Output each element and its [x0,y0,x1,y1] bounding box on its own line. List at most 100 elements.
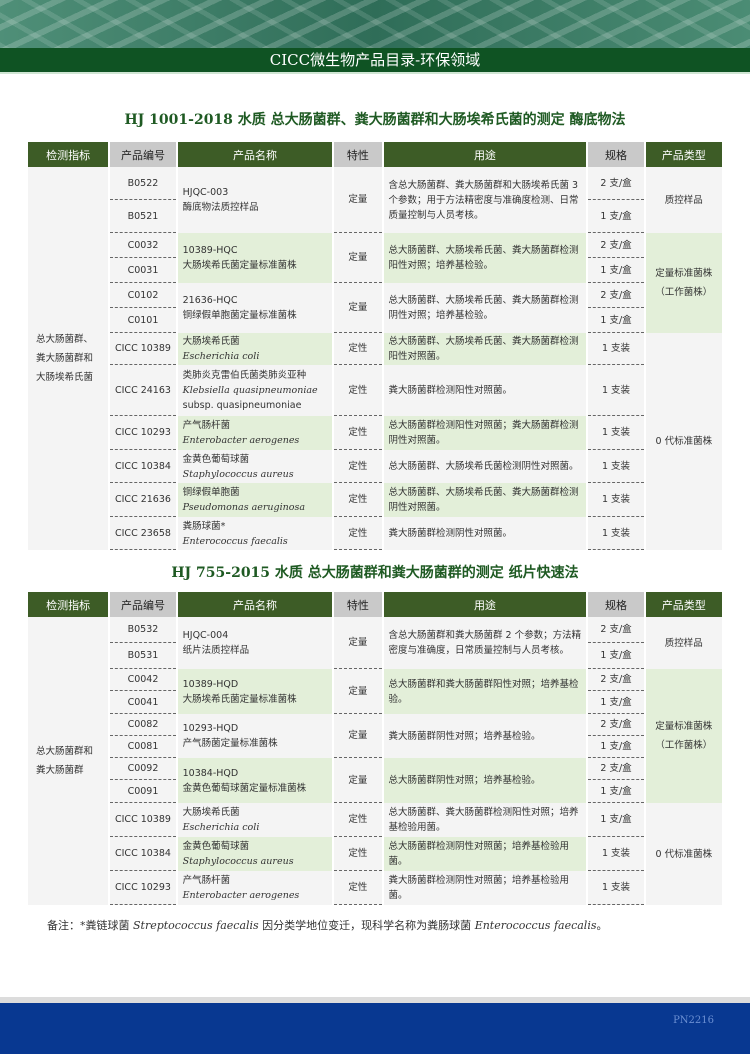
product-name-line: HJQC-003 [182,187,229,198]
footnote: 备注：*粪链球菌 Streptococcus faecalis 因分类学地位变迁… [47,917,607,933]
product-code: B0522 [110,167,176,200]
characteristic: 定量 [334,714,382,758]
spec: 1 支/盒 [588,200,644,233]
latin-name: Enterococcus faecalis [182,535,288,547]
product-name: 10389-HQC 大肠埃希氏菌定量标准菌株 [177,233,333,283]
table-row: CICC 23658 粪肠球菌* Enterococcus faecalis 定性 粪大… [28,517,722,550]
usage: 总大肠菌群、大肠埃希氏菌、粪大肠菌群检测阴性对照；培养基检验。 [383,283,587,333]
spec: 1 支/盒 [588,736,644,758]
latin-name: Klebsiella quasipneumoniae [182,385,318,396]
product-code: C0082 [110,714,176,736]
characteristic: 定性 [334,365,382,416]
page-title: CICC微生物产品目录-环保领域 [0,48,750,74]
latin-name: subsp. quasipneumoniae [182,400,302,411]
product-name-line: 产气肠杆菌 [182,875,231,886]
characteristic: 定性 [334,450,382,483]
product-type: 定量标准菌株（工作菌株） [645,233,722,333]
product-name: 产气肠杆菌 Enterobacter aerogenes [177,871,333,905]
product-name-line: 10389-HQD [182,678,239,690]
product-type: 质控样品 [645,167,722,233]
product-code: C0031 [110,258,176,283]
usage: 总大肠菌群、大肠埃希氏菌、粪大肠菌群检测阳性对照；培养基检验。 [383,233,587,283]
product-name-line: 粪肠球菌* [182,520,226,532]
spec: 1 支装 [588,483,644,517]
product-code: B0532 [110,617,176,643]
product-code: CICC 23658 [110,517,176,550]
table-row: CICC 10389 大肠埃希氏菌 Escherichia coli 定性 总大肠菌群、… [28,803,722,905]
product-name: 10293-HQD 产气肠菌定量标准菌株 [177,714,333,758]
product-code: CICC 21636 [110,483,176,517]
table-header-row: 检测指标 产品编号 产品名称 特性 用途 规格 产品类型 [28,592,722,617]
column-header: 规格 [588,142,644,167]
product-name: 10384-HQD 金黄色葡萄球菌定量标准菌株 [177,758,333,803]
column-header: 检测指标 [28,592,109,617]
product-name-line: 酶底物法质控样品 [182,202,259,213]
product-name-line: 大肠埃希氏菌定量标准菌株 [182,693,297,705]
column-header: 产品编号 [110,592,176,617]
product-code: CICC 10293 [110,416,176,450]
product-name-line: 大肠埃希氏菌 [182,807,240,818]
column-header: 产品名称 [177,592,333,617]
note-latin: Streptococcus faecalis [133,919,259,932]
table-row: C0092 10384-HQD 金黄色葡萄球菌定量标准菌株 定量 总大肠菌群阴性对照；培… [28,758,722,803]
product-code: C0091 [110,780,176,803]
product-name-line: 大肠埃希氏菌 [182,336,240,347]
spec: 1 支/盒 [588,258,644,283]
section-title-1: HJ 1001-2018 水质 总大肠菌群、粪大肠菌群和大肠埃希氏菌的测定 酶底… [124,112,626,128]
table-row: C0042 10389-HQD 大肠埃希氏菌定量标准菌株 定量 总大肠菌群和粪大肠菌群阳… [28,669,722,803]
table-row: C0082 10293-HQD 产气肠菌定量标准菌株 定量 粪大肠菌群阴性对照；培养基检… [28,714,722,758]
spec: 1 支/盒 [588,308,644,333]
product-code: C0092 [110,758,176,780]
spec: 2 支/盒 [588,758,644,780]
spec: 1 支/盒 [588,691,644,714]
table-row: C0031 1 支/盒 [28,258,722,283]
characteristic: 定性 [334,483,382,517]
characteristic: 定性 [334,416,382,450]
product-name: 产气肠杆菌 Enterobacter aerogenes [177,416,333,450]
spec: 1 支装 [588,837,644,871]
product-name: 21636-HQC 铜绿假单胞菌定量标准菌株 [177,283,333,333]
spec: 2 支/盒 [588,714,644,736]
usage: 总大肠菌群和粪大肠菌群阳性对照；培养基检验。 [383,669,587,714]
product-table-1: 检测指标 产品编号 产品名称 特性 用途 规格 产品类型 总大肠菌群、粪大肠菌群和大肠埃希氏菌… [26,142,724,550]
product-code: C0081 [110,736,176,758]
table-row: CICC 24163 类肺炎克雷伯氏菌类肺炎亚种 Klebsiella quasip… [28,365,722,416]
note-text: 因分类学地位变迁，现科学名称为粪肠球菌 [258,919,475,932]
product-name-line: 产气肠菌定量标准菌株 [182,738,278,749]
column-header: 产品编号 [110,142,176,167]
product-name: 金黄色葡萄球菌 Staphylococcus aureus [177,450,333,483]
product-name: 大肠埃希氏菌 Escherichia coli [177,803,333,837]
product-name: HJQC-004 纸片法质控样品 [177,617,333,669]
spec: 2 支/盒 [588,167,644,200]
product-code: B0531 [110,643,176,669]
usage: 总大肠菌群、粪大肠菌群检测阳性对照；培养基检验用菌。 [383,803,587,837]
header-banner-image [0,0,750,48]
characteristic: 定量 [334,617,382,669]
usage: 粪大肠菌群阴性对照；培养基检验。 [383,714,587,758]
spec: 2 支/盒 [588,283,644,308]
table-row: CICC 10389 大肠埃希氏菌 Escherichia coli 定性 总大肠菌群、… [28,333,722,550]
product-name-line: 大肠埃希氏菌定量标准菌株 [182,260,297,271]
table-row: B0521 1 支/盒 [28,200,722,233]
spec: 2 支/盒 [588,617,644,643]
latin-name: Escherichia coli [182,822,260,833]
characteristic: 定量 [334,669,382,714]
table-row: C0101 1 支/盒 [28,308,722,333]
characteristic: 定性 [334,871,382,905]
characteristic: 定量 [334,758,382,803]
latin-name: Enterobacter aerogenes [182,435,300,446]
usage: 总大肠菌群、大肠埃希氏菌、粪大肠菌群检测阴性对照菌。 [383,483,587,517]
product-code: CICC 24163 [110,365,176,416]
table-row: 总大肠菌群、粪大肠菌群和大肠埃希氏菌 B0522 HJQC-003 酶底物法质控样品定… [28,167,722,550]
product-type: 定量标准菌株（工作菌株） [645,669,722,803]
product-type: 0 代标准菌株 [645,803,722,905]
product-name-line: 类肺炎克雷伯氏菌类肺炎亚种 [182,370,307,381]
characteristic: 定性 [334,517,382,550]
spec: 1 支装 [588,333,644,365]
product-name-line: 10293-HQD [182,723,239,734]
usage: 总大肠菌群检测阴性对照菌；培养基检验用菌。 [383,837,587,871]
product-name-line: 10389-HQC [182,245,238,256]
product-name-line: HJQC-004 [182,630,229,641]
product-name-line: 金黄色葡萄球菌 [182,841,250,852]
table-row: C0091 1 支/盒 [28,780,722,803]
